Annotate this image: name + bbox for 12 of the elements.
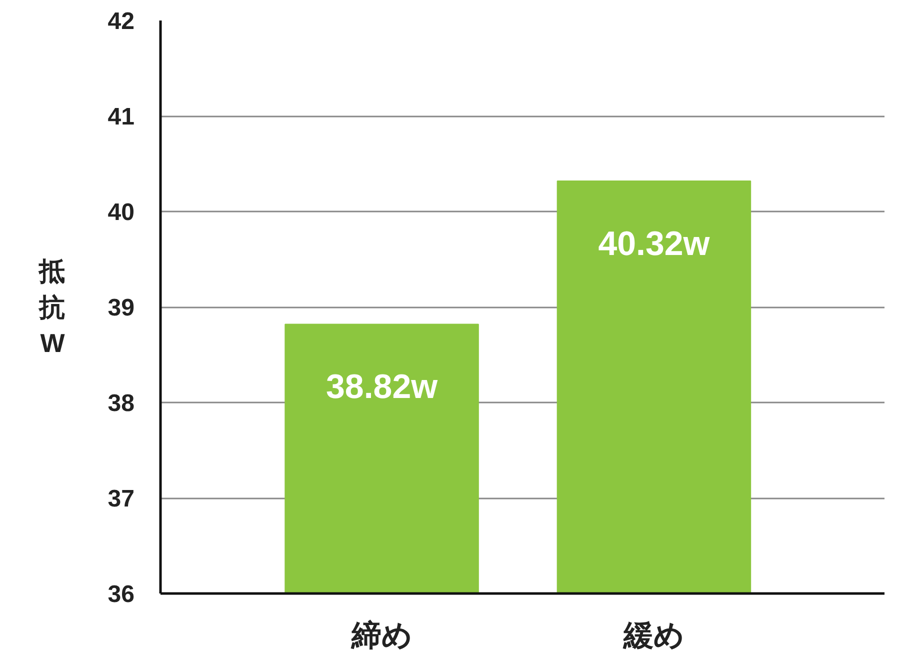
y-tick-label: 39 [108,294,135,322]
y-tick-label: 36 [108,581,135,608]
y-tick-label: 41 [108,104,135,130]
y-tick-label: 42 [108,8,135,35]
y-tick-label: 38 [108,390,135,417]
y-tick-label: 37 [108,486,135,512]
data-label: 40.32w [598,224,710,263]
y-axis-title: 抵抗W [38,256,66,358]
x-tick-label: 緩め [622,620,684,652]
x-tick-label: 締め [350,620,412,652]
y-tick-label: 40 [108,199,135,226]
data-label: 38.82w [326,368,438,406]
